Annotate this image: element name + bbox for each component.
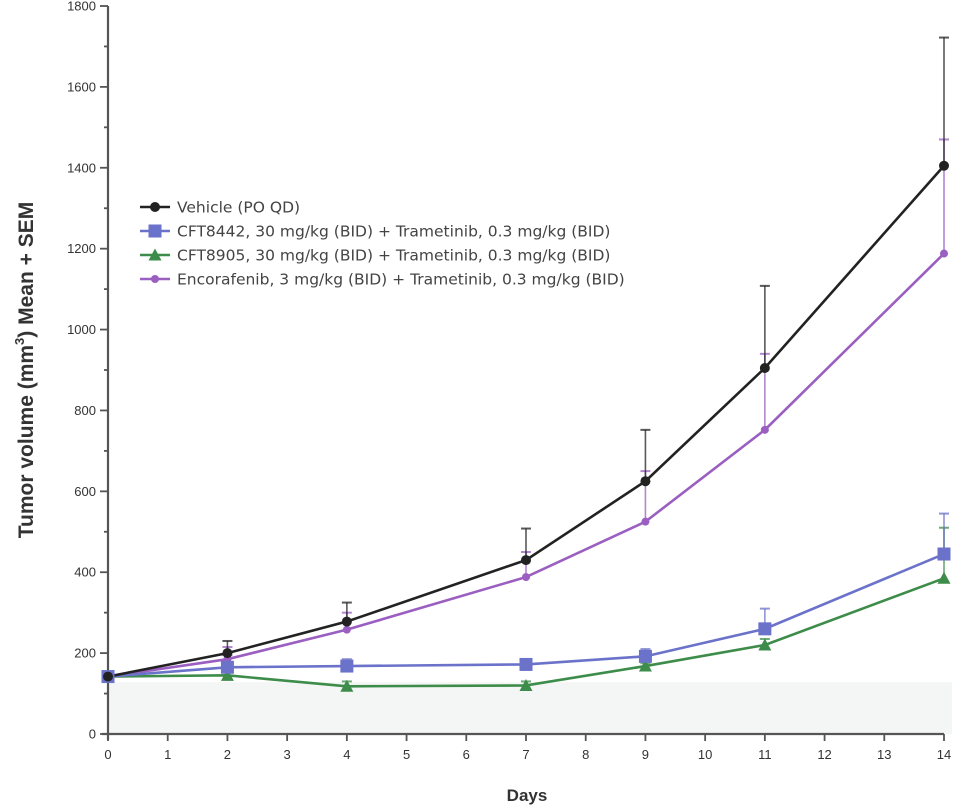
legend-item: Encorafenib, 3 mg/kg (BID) + Trametinib,… [140,271,625,289]
data-point [340,679,354,692]
data-point [638,649,652,663]
data-point [222,648,233,659]
legend-label: CFT8442, 30 mg/kg (BID) + Trametinib, 0.… [177,223,610,241]
data-point [340,659,354,673]
data-point [342,625,351,634]
data-point [940,249,948,258]
legend-label: CFT8905, 30 mg/kg (BID) + Trametinib, 0.… [177,247,610,265]
y-tick-label: 1800 [67,0,96,14]
error-bars [103,36,949,687]
x-tick-label: 13 [877,747,891,762]
y-axis-title: Tumor volume (mm3) Mean + SEM [12,202,38,538]
axes [102,6,944,740]
data-point [519,657,533,671]
y-tick-label: 200 [74,646,96,661]
y-tick-label: 800 [74,403,96,418]
data-point [758,622,772,636]
y-axis-title-end: ) Mean + SEM [15,202,38,338]
x-tick-label: 10 [698,747,712,762]
data-point [220,660,234,674]
series-lines [107,164,945,688]
data-point [641,517,650,526]
series-line [107,164,945,678]
data-point [760,425,769,434]
x-tick-label: 3 [284,747,291,762]
x-axis-ticks: 0 1 2 3 4 5 6 7 8 9 10 11 12 13 14 [104,734,951,762]
data-point [220,668,234,681]
data-point [640,476,651,487]
x-tick-label: 14 [937,747,951,762]
data-point [519,678,533,691]
x-tick-label: 12 [817,747,831,762]
legend-swatch-marker [148,248,162,261]
series-markers [101,160,951,692]
y-tick-label: 1400 [67,160,96,175]
data-point [103,671,113,682]
y-axis-ticks: 0 200 400 600 800 1000 1200 1400 1600 1800 [67,0,108,742]
x-tick-label: 9 [642,747,649,762]
series-line [107,252,945,678]
legend-swatch-marker [150,202,160,212]
legend-label: Encorafenib, 3 mg/kg (BID) + Trametinib,… [177,271,625,289]
legend-item: CFT8442, 30 mg/kg (BID) + Trametinib, 0.… [140,223,610,241]
y-tick-label: 1200 [67,241,96,256]
y-tick-label: 400 [74,565,96,580]
data-point [937,547,951,561]
x-tick-label: 11 [758,747,772,762]
x-tick-label: 4 [343,747,350,762]
legend-item: CFT8905, 30 mg/kg (BID) + Trametinib, 0.… [140,247,610,265]
legend-label: Vehicle (PO QD) [177,199,300,217]
y-axis-title-superscript: 3 [12,338,27,345]
legend: Vehicle (PO QD) CFT8442, 30 mg/kg (BID) +… [140,199,625,289]
x-tick-label: 6 [463,747,470,762]
legend-swatch-marker [151,275,159,283]
data-point [522,573,530,582]
x-tick-label: 2 [224,747,231,762]
x-tick-label: 1 [164,747,171,762]
y-tick-label: 600 [74,484,96,499]
data-point [758,638,772,651]
x-tick-label: 8 [582,747,589,762]
data-point [341,616,352,627]
x-axis-title: Days [507,786,548,805]
data-point [937,571,951,584]
x-tick-label: 0 [104,747,111,762]
data-point [939,160,949,171]
x-tick-label: 5 [403,747,410,762]
data-point [638,659,652,672]
x-tick-label: 7 [522,747,529,762]
y-axis-title-main: Tumor volume (mm [15,345,38,538]
data-point [759,362,770,373]
legend-swatch-marker [148,224,162,238]
y-tick-label: 1000 [67,322,96,337]
y-tick-label: 1600 [67,79,96,94]
y-tick-label: 0 [89,727,96,742]
data-point [521,555,531,566]
legend-item: Vehicle (PO QD) [140,199,300,217]
